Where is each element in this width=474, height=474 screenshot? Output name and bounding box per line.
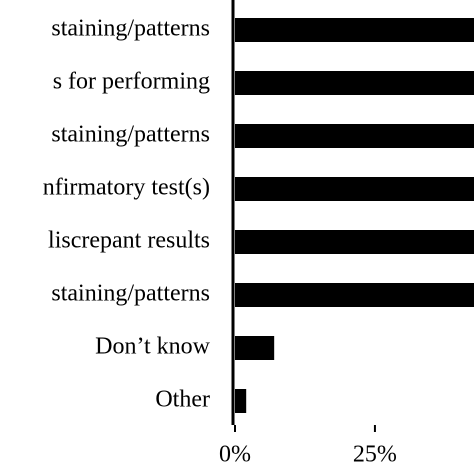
y-tick-label: s for performing	[53, 69, 210, 95]
bar	[235, 283, 474, 307]
bar	[235, 71, 474, 95]
bar	[235, 177, 474, 201]
y-tick-label: staining/patterns	[51, 281, 210, 307]
bar	[235, 124, 474, 148]
y-tick-label: liscrepant results	[48, 228, 210, 254]
y-tick-label: staining/patterns	[51, 122, 210, 148]
bar	[235, 230, 474, 254]
bar	[235, 336, 275, 360]
x-tick-label: 25%	[353, 442, 397, 468]
bar	[235, 18, 474, 42]
y-tick-label: Don’t know	[95, 334, 211, 360]
y-tick-label: staining/patterns	[51, 16, 210, 42]
bars	[235, 18, 474, 413]
bar	[235, 389, 247, 413]
y-tick-label: Other	[155, 387, 210, 413]
x-tick-label: 0%	[219, 442, 251, 468]
y-tick-label: nfirmatory test(s)	[43, 175, 210, 201]
